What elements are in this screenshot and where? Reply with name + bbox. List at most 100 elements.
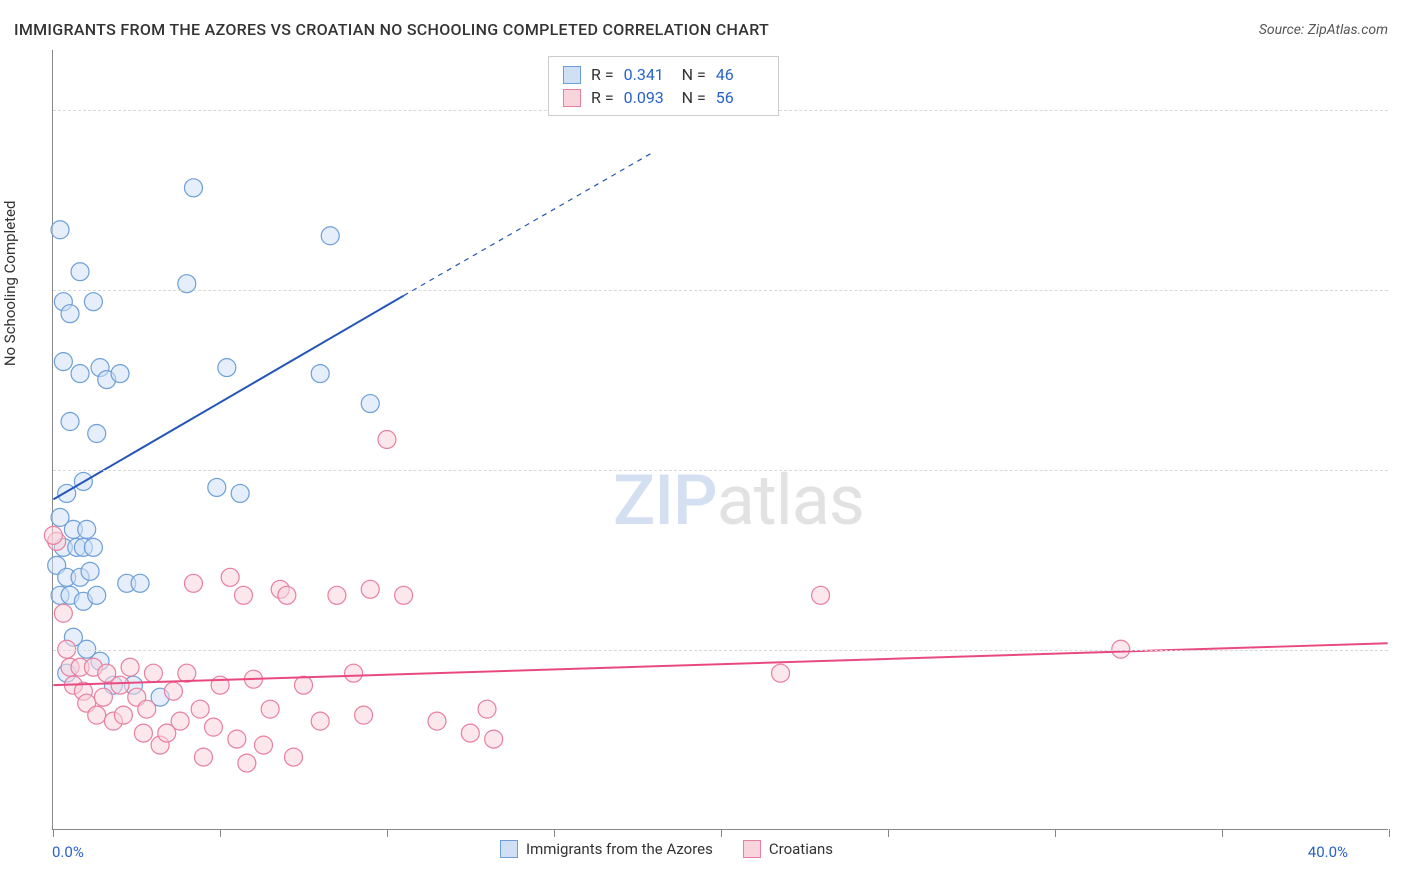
r-label-2: R = <box>591 88 614 107</box>
scatter-plot-svg <box>53 50 1388 829</box>
data-point <box>54 353 72 371</box>
data-point <box>78 520 96 538</box>
legend-item-series2: Croatians <box>743 840 833 858</box>
data-point <box>194 748 212 766</box>
data-point <box>61 413 79 431</box>
data-point <box>231 484 249 502</box>
data-point <box>44 526 62 544</box>
stats-row-series1: R = 0.341 N = 46 <box>563 63 764 86</box>
data-point <box>88 425 106 443</box>
data-point <box>428 712 446 730</box>
data-point <box>121 658 139 676</box>
data-point <box>71 263 89 281</box>
legend-item-series1: Immigrants from the Azores <box>500 840 713 858</box>
plot-area: ZIPatlas 1.5%3.0%4.5%6.0% <box>52 50 1388 830</box>
data-point <box>111 365 129 383</box>
data-point <box>255 736 273 754</box>
swatch-series1 <box>563 66 581 84</box>
legend-label-series1: Immigrants from the Azores <box>526 840 713 858</box>
data-point <box>328 586 346 604</box>
data-point <box>114 706 132 724</box>
data-point <box>345 664 363 682</box>
y-axis-label: No Schooling Completed <box>1 201 19 367</box>
x-tick <box>53 829 54 837</box>
data-point <box>88 706 106 724</box>
n-label-2: N = <box>682 88 706 107</box>
n-value-1: 46 <box>716 65 764 84</box>
data-point <box>261 700 279 718</box>
data-point <box>478 700 496 718</box>
chart-title: IMMIGRANTS FROM THE AZORES VS CROATIAN N… <box>14 20 769 39</box>
data-point <box>321 227 339 245</box>
x-tick <box>554 829 555 837</box>
r-label-1: R = <box>591 65 614 84</box>
x-tick <box>1389 829 1390 837</box>
data-point <box>311 365 329 383</box>
y-tick-label: 4.5% <box>1394 281 1406 299</box>
data-point <box>131 574 149 592</box>
data-point <box>295 676 313 694</box>
data-point <box>395 586 413 604</box>
chart-container: IMMIGRANTS FROM THE AZORES VS CROATIAN N… <box>0 0 1406 892</box>
x-tick <box>387 829 388 837</box>
regression-line-extrapolation <box>404 152 654 296</box>
data-point <box>208 478 226 496</box>
x-tick <box>1222 829 1223 837</box>
data-point <box>84 538 102 556</box>
swatch-series2 <box>563 89 581 107</box>
r-value-1: 0.341 <box>624 65 672 84</box>
data-point <box>812 586 830 604</box>
data-point <box>461 724 479 742</box>
x-tick <box>1055 829 1056 837</box>
data-point <box>164 682 182 700</box>
data-point <box>81 562 99 580</box>
y-tick-label: 6.0% <box>1394 101 1406 119</box>
legend: Immigrants from the Azores Croatians <box>500 840 833 858</box>
x-tick <box>721 829 722 837</box>
data-point <box>51 221 69 239</box>
n-value-2: 56 <box>716 88 764 107</box>
data-point <box>221 568 239 586</box>
gridline <box>53 290 1388 291</box>
data-point <box>278 586 296 604</box>
x-axis-min-label: 0.0% <box>52 843 84 861</box>
data-point <box>171 712 189 730</box>
data-point <box>184 179 202 197</box>
y-tick-label: 3.0% <box>1394 461 1406 479</box>
data-point <box>361 580 379 598</box>
data-point <box>71 365 89 383</box>
data-point <box>144 664 162 682</box>
data-point <box>191 700 209 718</box>
data-point <box>228 730 246 748</box>
data-point <box>61 305 79 323</box>
data-point <box>54 604 72 622</box>
legend-swatch-series2 <box>743 840 761 858</box>
data-point <box>138 700 156 718</box>
legend-swatch-series1 <box>500 840 518 858</box>
data-point <box>111 676 129 694</box>
data-point <box>178 664 196 682</box>
data-point <box>235 586 253 604</box>
data-point <box>218 359 236 377</box>
data-point <box>84 293 102 311</box>
stats-row-series2: R = 0.093 N = 56 <box>563 86 764 109</box>
stats-legend-box: R = 0.341 N = 46 R = 0.093 N = 56 <box>548 56 779 116</box>
data-point <box>204 718 222 736</box>
data-point <box>485 730 503 748</box>
data-point <box>285 748 303 766</box>
data-point <box>88 586 106 604</box>
data-point <box>134 724 152 742</box>
data-point <box>378 431 396 449</box>
x-axis-max-label: 40.0% <box>1308 843 1348 861</box>
data-point <box>355 706 373 724</box>
regression-line <box>53 296 403 500</box>
x-tick <box>888 829 889 837</box>
data-point <box>311 712 329 730</box>
data-point <box>361 395 379 413</box>
n-label-1: N = <box>682 65 706 84</box>
data-point <box>238 754 256 772</box>
data-point <box>184 574 202 592</box>
gridline <box>53 470 1388 471</box>
r-value-2: 0.093 <box>624 88 672 107</box>
data-point <box>94 688 112 706</box>
